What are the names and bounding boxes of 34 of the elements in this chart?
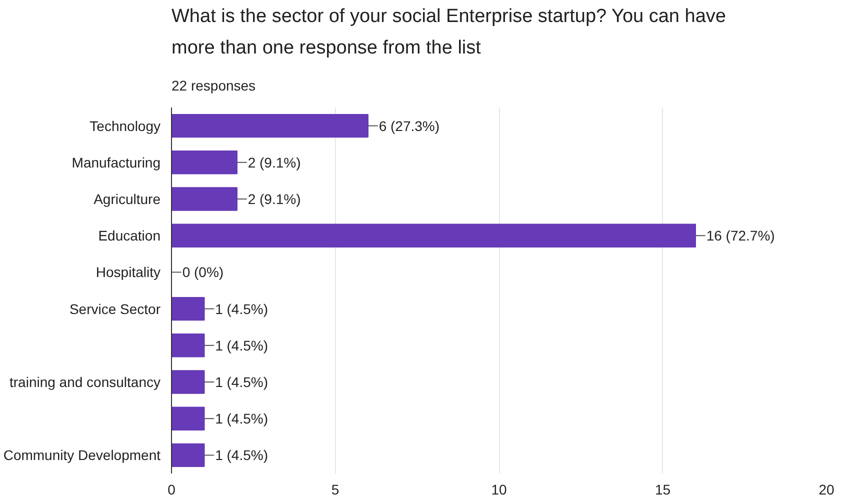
x-tick-label: 10 xyxy=(491,482,507,497)
y-tick-label: Manufacturing xyxy=(72,154,160,170)
y-tick-label: Service Sector xyxy=(69,300,161,317)
data-label: 2 (9.1%) xyxy=(248,154,301,170)
chart-title: What is the sector of your social Enterprise startup? You can have more than one response from the list xyxy=(172,6,726,58)
bar xyxy=(172,187,238,211)
y-tick-label: Agriculture xyxy=(94,191,161,207)
data-label: 6 (27.3%) xyxy=(378,118,440,134)
bar xyxy=(172,296,205,321)
y-tick-label: Hospitality xyxy=(96,264,161,280)
chart-subtitle: 22 responses xyxy=(172,78,256,94)
data-label: 1 (4.5%) xyxy=(215,337,268,354)
data-label: 2 (9.1%) xyxy=(248,191,301,207)
bar xyxy=(172,334,205,358)
y-tick-label: training and consultancy xyxy=(10,374,161,390)
bar xyxy=(172,406,205,430)
data-label: 1 (4.5%) xyxy=(215,410,268,427)
bar xyxy=(172,114,368,138)
x-tick-label: 5 xyxy=(331,482,340,497)
bar xyxy=(172,224,696,248)
data-label: 1 (4.5%) xyxy=(215,300,268,317)
x-tick-label: 0 xyxy=(168,482,176,497)
data-label: 1 (4.5%) xyxy=(215,374,268,390)
data-label: 16 (72.7%) xyxy=(706,228,775,244)
data-label: 0 (0%) xyxy=(182,264,224,280)
y-tick-label: Technology xyxy=(90,118,160,134)
x-tick-label: 15 xyxy=(654,482,671,497)
bar xyxy=(172,150,238,174)
y-tick-label: Education xyxy=(98,228,161,244)
bar xyxy=(172,370,205,394)
y-tick-label: Community Development xyxy=(3,447,161,464)
x-tick-label: 20 xyxy=(818,482,834,497)
data-label: 1 (4.5%) xyxy=(215,447,268,464)
bar xyxy=(172,443,205,468)
